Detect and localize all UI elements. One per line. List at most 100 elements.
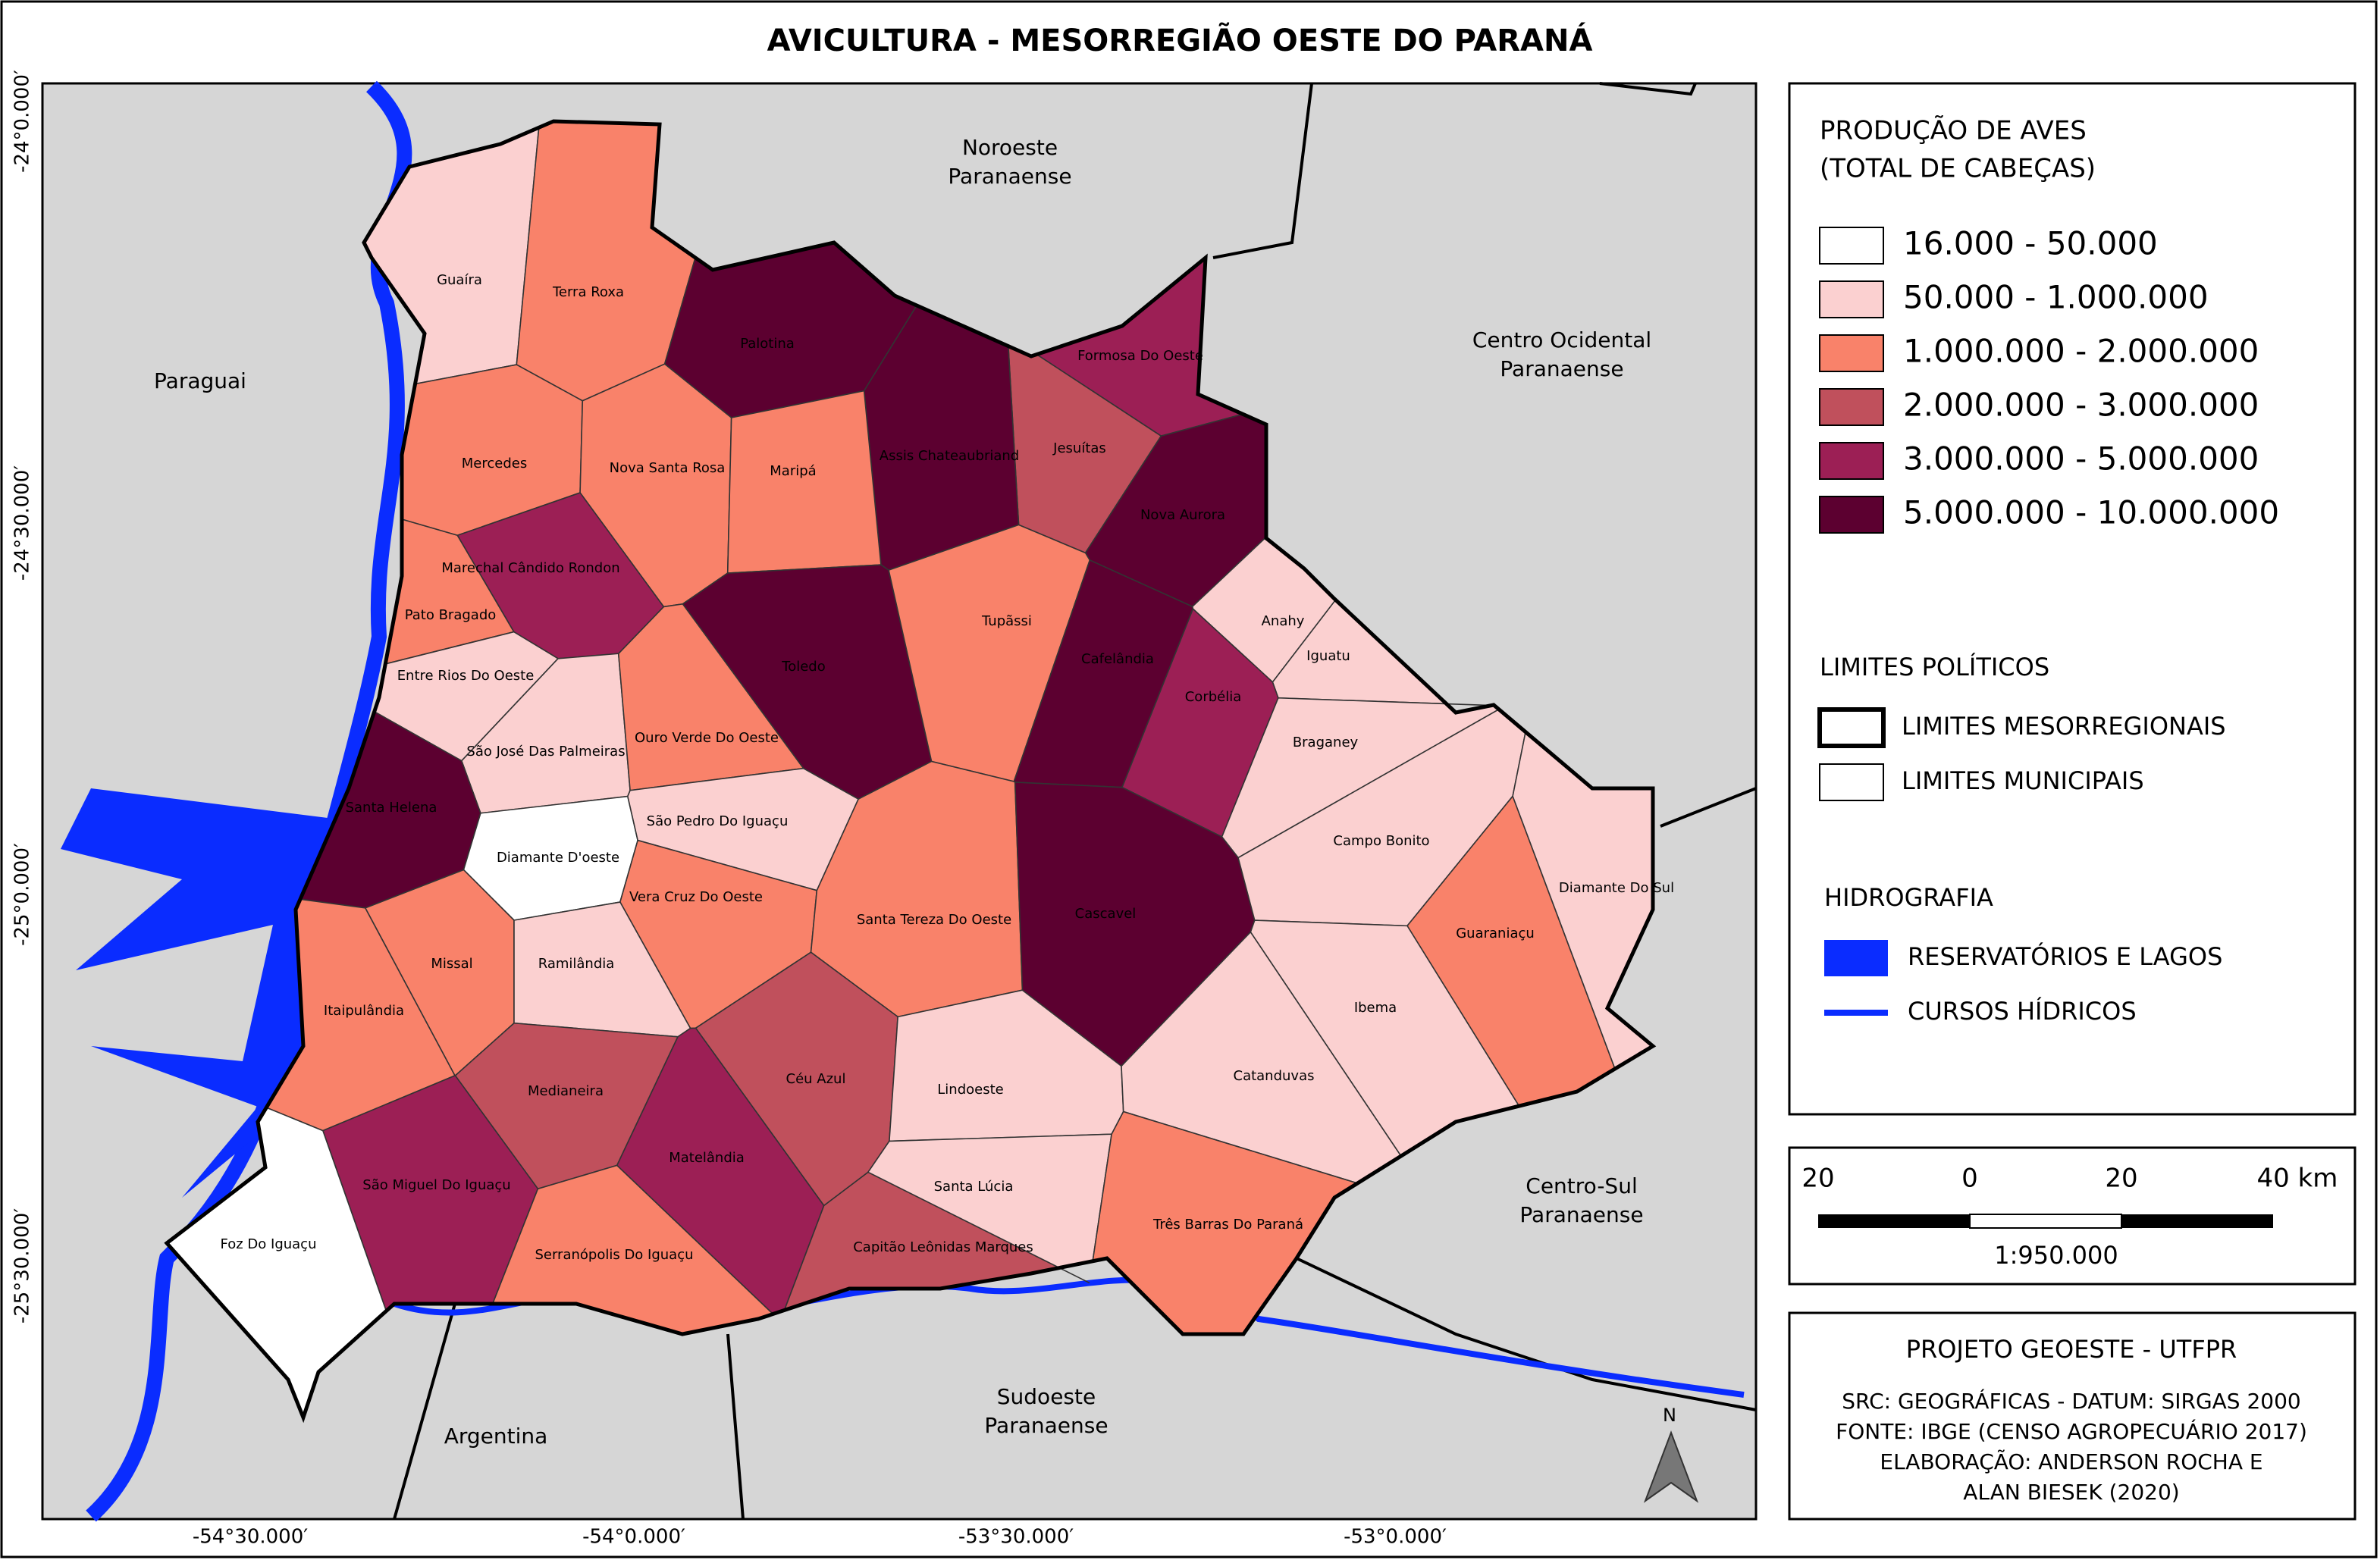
municipality-label: Nova Santa Rosa [610, 460, 726, 476]
municipality-label: Santa Tereza Do Oeste [857, 912, 1011, 928]
legend-label: CURSOS HÍDRICOS [1908, 997, 2137, 1026]
region-label: Centro Ocidental [1472, 327, 1651, 352]
region-label: Argentina [444, 1424, 548, 1449]
municipality-label: Três Barras Do Paraná [1152, 1217, 1303, 1233]
municipality-label: Foz Do Iguaçu [221, 1236, 317, 1252]
labels: Guaíra Terra Roxa Palotina Formosa Do Oeste… [221, 272, 1675, 1263]
municipality-label: Diamante Do Sul [1559, 880, 1674, 896]
legend-label: RESERVATÓRIOS E LAGOS [1908, 941, 2222, 971]
legend-swatch [1824, 940, 1888, 976]
municipality-label: Marechal Cândido Rondon [441, 560, 619, 576]
north-label: N [1663, 1405, 1676, 1426]
municipality-label: Itaipulândia [324, 1003, 404, 1019]
north-arrow [1643, 1430, 1699, 1503]
municipality-label: Formosa Do Oeste [1077, 348, 1203, 364]
legend-title: PRODUÇÃO DE AVES [1820, 116, 2087, 146]
municipality-label: Pato Bragado [405, 607, 497, 623]
municipality-label: Vera Cruz Do Oeste [629, 889, 763, 905]
latitude-label: -25°0.000′ [11, 843, 34, 946]
scale-bar [1818, 1214, 1970, 1228]
municipality-label: Campo Bonito [1333, 833, 1429, 849]
latitude-label: -24°30.000′ [11, 465, 34, 581]
legend-swatch [1819, 388, 1884, 426]
municipality-label: Cascavel [1075, 906, 1137, 922]
municipality-label: Toledo [781, 659, 825, 675]
municipality-label: Corbélia [1185, 689, 1242, 705]
municipality-label: Ibema [1354, 1000, 1397, 1016]
municipality-label: Mercedes [462, 456, 527, 471]
legend-swatch [1817, 707, 1886, 748]
municipality-label: Nova Aurora [1140, 507, 1225, 523]
region-label: Centro-Sul [1526, 1173, 1637, 1198]
scale-ratio: 1:950.000 [1994, 1241, 2118, 1270]
scale-label: 20 [1801, 1164, 1834, 1194]
municipality-label: Serranópolis Do Iguaçu [535, 1247, 693, 1263]
municipality-label: São Pedro Do Iguaçu [647, 813, 789, 829]
municipality-label: São Miguel Do Iguaçu [362, 1177, 510, 1193]
municipality-label: Anahy [1262, 613, 1305, 629]
longitude-label: -54°30.000′ [193, 1526, 308, 1549]
mesoregion-boundary [164, 119, 1657, 1424]
municipality-label: Matelândia [669, 1150, 745, 1166]
municipality-label: São José Das Palmeiras [466, 744, 625, 760]
scale-label: 0 [1961, 1164, 1978, 1194]
municipality-label: Guaíra [437, 272, 482, 288]
region-label: Sudoeste [997, 1384, 1096, 1409]
municipality-label: Terra Roxa [552, 284, 624, 300]
municipality-label: Jesuítas [1052, 440, 1106, 456]
legend-swatch [1819, 280, 1884, 318]
legend-label: 16.000 - 50.000 [1903, 225, 2158, 262]
region-label: Paranaense [1500, 356, 1623, 381]
municipality-label: Palotina [740, 336, 795, 352]
municipality-label: Céu Azul [786, 1071, 846, 1087]
municipality [726, 390, 882, 574]
credits-line: SRC: GEOGRÁFICAS - DATUM: SIRGAS 2000 [1842, 1388, 2300, 1414]
scale-label: 20 [2105, 1164, 2137, 1194]
legend-label: 2.000.000 - 3.000.000 [1903, 387, 2259, 424]
title: AVICULTURA - MESORREGIÃO OESTE DO PARANÁ [767, 21, 1593, 58]
municipality-label: Braganey [1293, 735, 1359, 750]
municipality-label: Santa Helena [346, 800, 437, 816]
legend-swatch [1819, 442, 1884, 480]
municipality-label: Maripá [770, 463, 816, 479]
municipality-label: Entre Rios Do Oeste [397, 668, 535, 684]
legend-section: LIMITES POLÍTICOS [1820, 653, 2049, 681]
region-label: Paranaense [984, 1413, 1108, 1438]
reservoir [61, 788, 334, 1198]
legend-label: LIMITES MESORREGIONAIS [1902, 712, 2226, 741]
legend-swatch [1819, 763, 1884, 801]
latitude-label: -24°0.000′ [11, 70, 34, 173]
latitude-label: -25°30.000′ [11, 1208, 34, 1323]
municipality-label: Ouro Verde Do Oeste [635, 730, 779, 746]
municipality-label: Cafelândia [1081, 651, 1154, 667]
neighbor-boundary [393, 82, 1757, 1520]
credits-line: ELABORAÇÃO: ANDERSON ROCHA E [1880, 1449, 2262, 1474]
municipality-label: Medianeira [528, 1083, 604, 1099]
legend-label: 3.000.000 - 5.000.000 [1903, 440, 2259, 478]
municipality-label: Diamante D'oeste [497, 850, 619, 866]
municipality-label: Guaraniaçu [1456, 926, 1535, 941]
municipality-label: Iguatu [1306, 648, 1350, 664]
legend-swatch [1819, 334, 1884, 372]
credits-line: FONTE: IBGE (CENSO AGROPECUÁRIO 2017) [1836, 1418, 2307, 1444]
municipality-label: Missal [431, 956, 472, 972]
longitude-label: -53°30.000′ [958, 1526, 1074, 1549]
region-label: Paranaense [1519, 1202, 1643, 1227]
region-label: Paranaense [948, 164, 1071, 189]
legend-swatch [1819, 227, 1884, 265]
legend-title: (TOTAL DE CABEÇAS) [1820, 154, 2096, 184]
municipalities [165, 121, 1654, 1420]
municipality-label: Lindoeste [937, 1082, 1003, 1098]
legend-label: 5.000.000 - 10.000.000 [1903, 494, 2279, 531]
longitude-label: -54°0.000′ [582, 1526, 685, 1549]
scale-bar [2121, 1214, 2273, 1228]
legend-swatch [1819, 496, 1884, 534]
municipality-label: Capitão Leônidas Marques [853, 1239, 1033, 1255]
municipality-label: Ramilândia [538, 956, 615, 972]
region-label: Paraguai [154, 368, 246, 393]
region-label: Noroeste [962, 135, 1058, 160]
legend-label: 1.000.000 - 2.000.000 [1903, 333, 2259, 370]
legend-label: 50.000 - 1.000.000 [1903, 279, 2209, 316]
scale-label: 40 km [2257, 1164, 2338, 1194]
